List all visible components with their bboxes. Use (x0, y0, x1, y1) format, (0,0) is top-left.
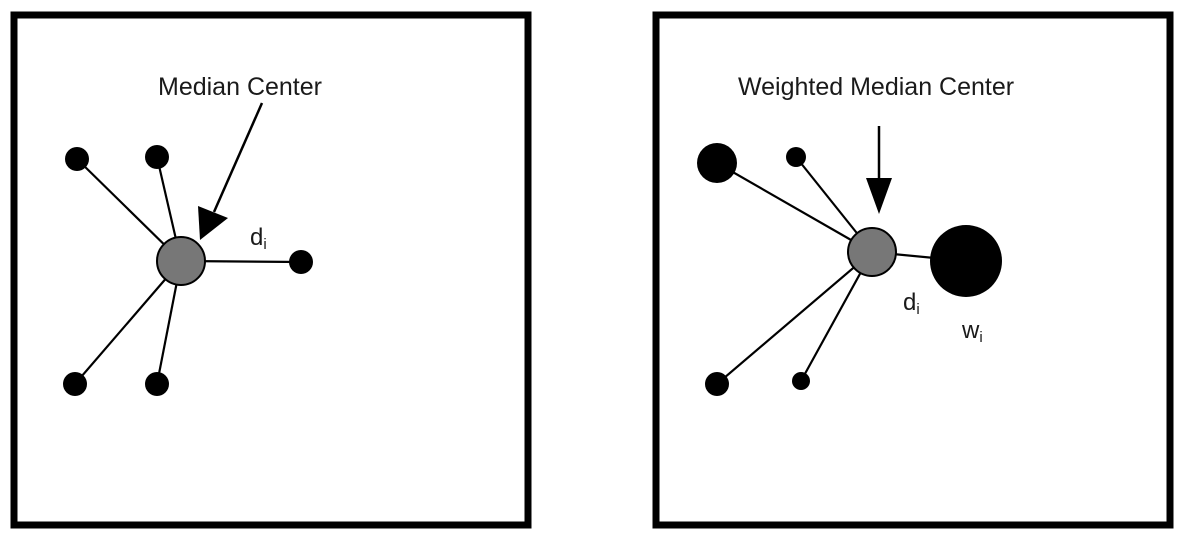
median-center-arrow (198, 102, 264, 240)
point-lower-left (705, 372, 729, 396)
point-small-top (786, 147, 806, 167)
left-panel-frame (10, 11, 532, 529)
edge-to-bottom-left-point (74, 260, 182, 385)
median-center-point (156, 236, 206, 286)
weighted-median-center-point (847, 227, 897, 277)
point-small-bottom (792, 372, 810, 390)
point-weighted-right (930, 225, 1002, 297)
point-bottom (145, 372, 169, 396)
point-top-left (65, 147, 89, 171)
median-center-label: Median Center (158, 73, 322, 101)
weight-label: wi (961, 317, 983, 346)
point-right (289, 250, 313, 274)
weighted-median-center-arrow (866, 126, 892, 214)
point-top (145, 145, 169, 169)
left-panel: Median Center di (10, 11, 532, 529)
weighted-median-center-label: Weighted Median Center (738, 73, 1014, 101)
point-bottom-left (63, 372, 87, 396)
edge-to-lower-left-point (716, 251, 873, 385)
point-large-top-left (697, 143, 737, 183)
right-panel: Weighted Median Center di wi (652, 11, 1174, 529)
left-distance-label: di (250, 224, 267, 253)
right-distance-label: di (903, 289, 920, 318)
right-panel-frame (652, 11, 1174, 529)
edge-to-large-top-left-point (716, 162, 873, 253)
